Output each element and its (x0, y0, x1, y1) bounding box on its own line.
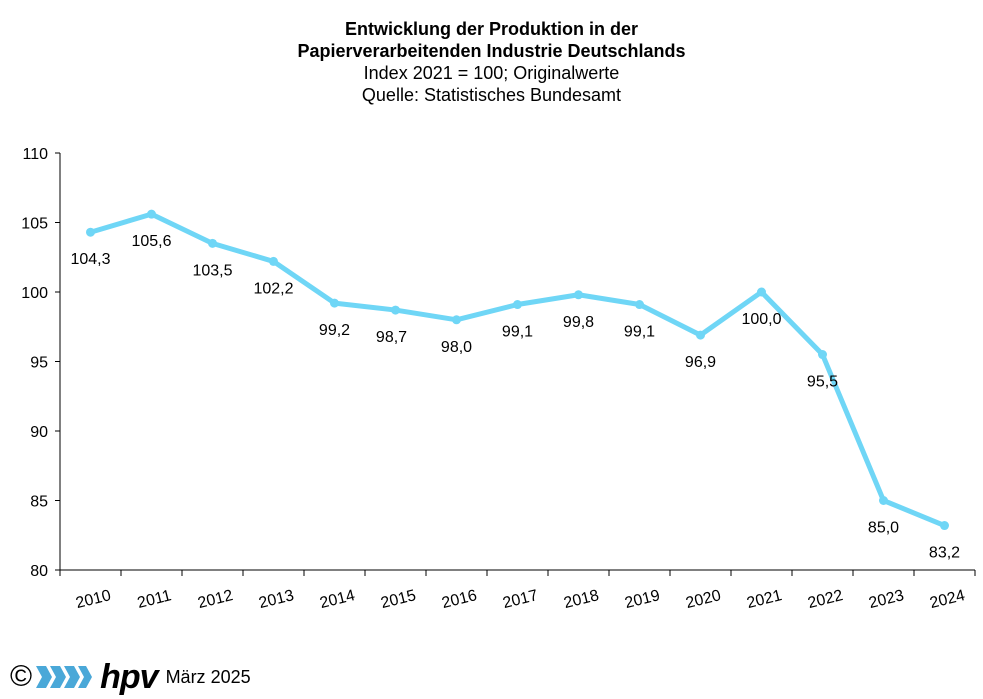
x-tick-label: 2021 (745, 587, 784, 612)
data-label: 95,5 (807, 374, 838, 391)
copyright-icon: © (10, 660, 33, 693)
y-tick-label: 100 (21, 285, 48, 302)
x-tick-label: 2018 (562, 587, 601, 612)
data-label: 96,9 (685, 354, 716, 371)
data-point (574, 290, 583, 300)
data-point (513, 300, 522, 310)
x-tick-label: 2012 (196, 587, 235, 612)
data-point (635, 300, 644, 310)
data-label: 100,0 (741, 311, 781, 328)
chart-source: Quelle: Statistisches Bundesamt (361, 85, 622, 105)
x-tick-label: 2023 (867, 587, 906, 612)
y-tick-label: 80 (30, 563, 48, 580)
x-tick-label: 2015 (379, 587, 418, 612)
footer-date: März 2025 (165, 667, 251, 687)
y-tick-label: 85 (30, 494, 48, 511)
data-point (269, 256, 278, 266)
x-tick-label: 2024 (928, 587, 967, 612)
chart-subtitle: Index 2021 = 100; Originalwerte (363, 63, 620, 83)
x-tick-label: 2011 (136, 587, 174, 612)
chart-title-line2: Papierverarbeitenden Industrie Deutschla… (297, 41, 686, 61)
chart-header: Entwicklung der Produktion in der Papier… (0, 18, 983, 106)
y-tick-label: 105 (21, 216, 48, 233)
footer: © hpv März 2025 (10, 660, 251, 694)
data-point (208, 238, 217, 248)
hpv-logo-arrows-icon (36, 666, 93, 688)
data-label: 99,2 (319, 322, 350, 339)
hpv-logo-text: hpv (100, 658, 158, 696)
x-tick-label: 2014 (318, 587, 357, 612)
data-label: 99,1 (502, 324, 533, 341)
data-label: 102,2 (253, 280, 293, 297)
data-point (818, 350, 827, 360)
data-point (391, 305, 400, 315)
data-label: 85,0 (868, 520, 899, 537)
x-tick-label: 2010 (74, 587, 113, 612)
data-label: 99,8 (563, 314, 594, 331)
y-tick-label: 90 (30, 424, 48, 441)
data-label: 99,1 (624, 324, 655, 341)
data-label: 105,6 (131, 233, 171, 250)
x-tick-label: 2016 (440, 587, 479, 612)
chart-title-line1: Entwicklung der Produktion in der (344, 19, 639, 39)
data-point (696, 330, 705, 340)
data-label: 83,2 (929, 545, 960, 562)
data-label: 98,7 (376, 329, 407, 346)
data-point (940, 521, 949, 531)
data-label: 104,3 (70, 251, 110, 268)
x-tick-label: 2019 (623, 587, 662, 612)
data-point (879, 496, 888, 505)
data-point (86, 227, 95, 237)
data-point (147, 209, 156, 219)
x-tick-label: 2017 (501, 587, 540, 612)
data-label: 98,0 (441, 339, 472, 356)
x-tick-label: 2013 (257, 587, 296, 612)
series-line (88, 211, 947, 529)
data-point (330, 298, 339, 308)
line-chart: 80 85 90 95 100 105 110 2010 2011 2012 2013 2014 201… (21, 146, 976, 612)
x-tick-label: 2022 (806, 587, 845, 612)
data-label: 103,5 (192, 262, 232, 279)
data-point (757, 287, 766, 297)
y-tick-label: 95 (30, 355, 48, 372)
y-tick-label: 110 (22, 146, 48, 163)
x-tick-label: 2020 (684, 587, 723, 612)
data-point (452, 315, 461, 325)
